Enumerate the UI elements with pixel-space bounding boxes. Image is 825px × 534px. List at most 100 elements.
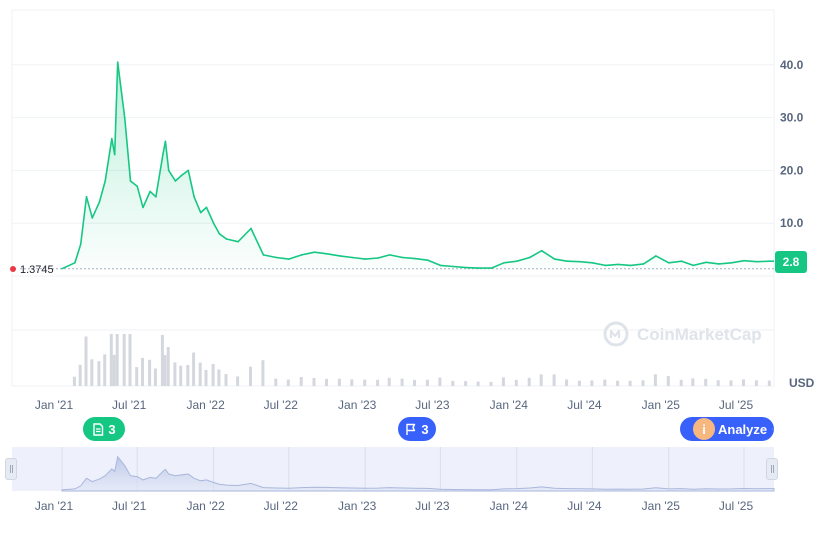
volume-bar — [338, 379, 341, 386]
volume-bar — [261, 360, 264, 386]
x-tick-label: Jan '25 — [642, 398, 681, 412]
price-segment — [440, 265, 453, 266]
news-badge[interactable]: 3 — [83, 417, 125, 441]
volume-bar — [477, 382, 480, 387]
volume-bar — [212, 364, 215, 386]
y-tick-label: 30.0 — [780, 111, 804, 125]
start-price-dot — [10, 266, 16, 272]
analyze-label: Analyze — [718, 422, 767, 437]
x-tick-label: Jan '22 — [186, 398, 225, 412]
currency-label: USD — [789, 376, 814, 390]
volume-bar — [742, 379, 745, 386]
x-tick-label: Jan '21 — [35, 398, 74, 412]
volume-bar — [192, 353, 195, 387]
volume-bar — [225, 374, 228, 386]
chevron-right-icon — [772, 424, 774, 434]
document-icon — [92, 423, 104, 436]
volume-bar — [186, 365, 189, 386]
volume-bar — [249, 367, 252, 386]
navigator-x-tick-label: Jan '23 — [338, 499, 377, 513]
volume-bar — [717, 380, 720, 386]
volume-bar — [90, 359, 93, 386]
volume-bar — [129, 334, 132, 386]
x-tick-label: Jul '24 — [567, 398, 602, 412]
volume-bar — [730, 380, 733, 386]
volume-bar — [163, 355, 166, 386]
volume-bar — [401, 379, 404, 386]
volume-bar — [451, 381, 454, 386]
volume-bar — [179, 366, 182, 386]
y-tick-label: 40.0 — [780, 58, 804, 72]
price-segment — [757, 261, 770, 262]
volume-bar — [274, 379, 277, 386]
navigator-x-tick-label: Jul '25 — [719, 499, 754, 513]
volume-bar — [113, 355, 116, 386]
price-segment — [744, 261, 757, 262]
events-count: 3 — [421, 422, 428, 437]
volume-bar — [413, 380, 416, 386]
price-segment — [605, 264, 618, 265]
volume-bar — [287, 380, 290, 386]
volume-bar — [110, 334, 113, 386]
y-axis-ticks: 10.0 20.0 30.0 40.0 — [780, 58, 804, 230]
price-segment — [403, 258, 415, 259]
x-tick-label: Jul '23 — [415, 398, 450, 412]
price-segment — [618, 264, 631, 265]
volume-bar — [616, 381, 619, 386]
price-segment — [466, 268, 479, 269]
x-tick-label: Jan '24 — [490, 398, 529, 412]
volume-bar — [490, 382, 493, 386]
navigator — [12, 447, 774, 491]
volume-bar — [680, 380, 683, 386]
volume-bar — [590, 380, 593, 386]
price-segment — [365, 258, 378, 259]
events-badge[interactable]: 3 — [398, 417, 436, 441]
navigator-left-handle[interactable] — [5, 458, 17, 480]
volume-bar — [578, 381, 581, 386]
navigator-x-tick-label: Jul '23 — [415, 499, 450, 513]
volume-bar — [173, 362, 176, 386]
price-segment — [580, 262, 593, 263]
volume-bar — [116, 334, 119, 386]
info-icon[interactable]: i — [693, 418, 715, 440]
coinmarketcap-logo-icon — [605, 323, 627, 345]
y-tick-label: 10.0 — [780, 216, 804, 230]
navigator-x-tick-label: Jul '22 — [264, 499, 299, 513]
navigator-x-tick-label: Jul '21 — [112, 499, 147, 513]
volume-bar — [236, 376, 239, 386]
volume-bar — [148, 360, 151, 386]
volume-bar — [704, 379, 707, 386]
volume-bar — [97, 361, 100, 386]
volume-bar — [167, 347, 170, 386]
volume-bar — [154, 369, 157, 387]
volume-bar — [502, 377, 505, 386]
volume-bar — [464, 381, 467, 386]
volume-bar — [73, 377, 76, 386]
volume-bar — [376, 380, 379, 386]
price-segment — [567, 261, 580, 262]
volume-bar — [325, 379, 328, 386]
navigator-x-tick-label: Jul '24 — [567, 499, 602, 513]
navigator-x-tick-label: Jan '25 — [642, 499, 681, 513]
price-segment — [453, 267, 466, 268]
volume-bar — [135, 367, 138, 386]
y-tick-label: 20.0 — [780, 163, 804, 177]
volume-bar — [768, 381, 771, 386]
volume-bar — [426, 380, 429, 386]
navigator-right-handle[interactable] — [766, 458, 778, 480]
volume-bar — [691, 378, 694, 386]
volume-bar — [528, 378, 531, 386]
volume-bar — [123, 334, 126, 386]
volume-bar — [553, 374, 556, 386]
start-price-label: 1.3745 — [20, 264, 54, 276]
flag-icon — [405, 423, 417, 436]
x-tick-label: Jul '21 — [112, 398, 147, 412]
volume-bar — [565, 379, 568, 386]
volume-bar — [199, 363, 202, 386]
volume-bar — [388, 378, 391, 386]
navigator-x-tick-label: Jan '22 — [186, 499, 225, 513]
volume-bar — [642, 380, 645, 386]
volume-bar — [515, 380, 518, 386]
